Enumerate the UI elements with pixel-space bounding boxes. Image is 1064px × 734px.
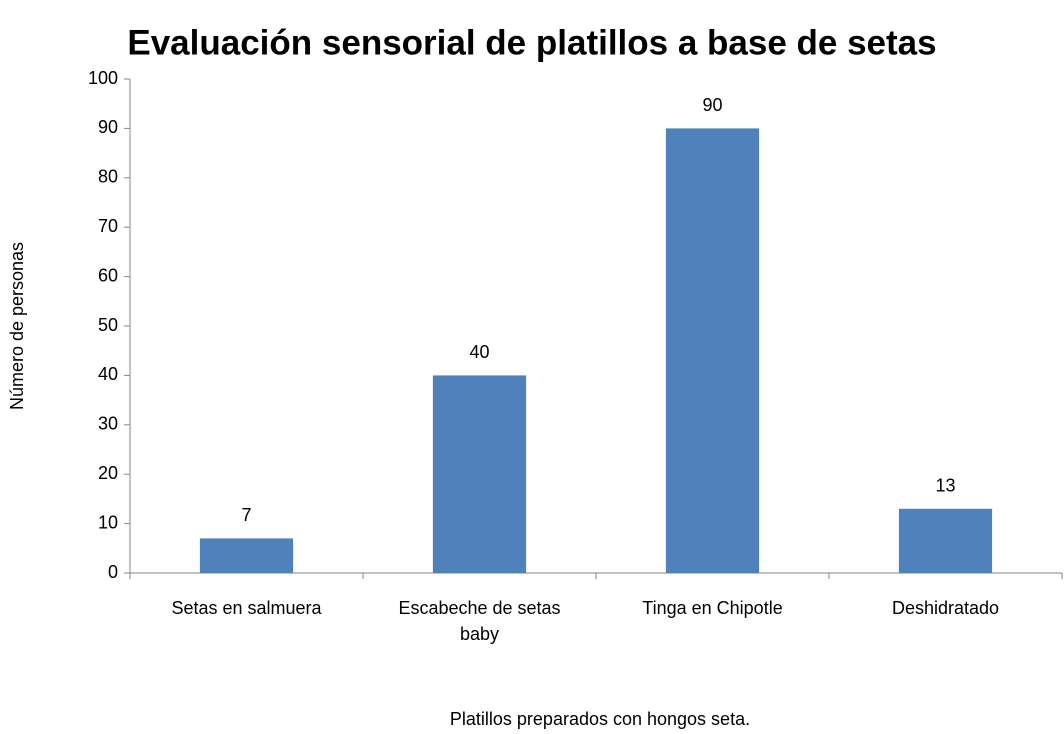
y-tick-label: 10 xyxy=(98,512,118,532)
y-tick-label: 50 xyxy=(98,315,118,335)
bar xyxy=(665,128,760,573)
y-tick-label: 80 xyxy=(98,167,118,187)
x-axis-label: Platillos preparados con hongos seta. xyxy=(450,709,750,729)
data-label: 13 xyxy=(935,476,955,496)
y-axis-label: Número de personas xyxy=(7,242,27,410)
y-tick-label: 70 xyxy=(98,216,118,236)
y-tick-label: 40 xyxy=(98,364,118,384)
data-label: 7 xyxy=(241,505,251,525)
y-tick-label: 90 xyxy=(98,117,118,137)
x-tick-label: Setas en salmuera xyxy=(171,598,322,618)
bar xyxy=(432,375,527,573)
y-tick-label: 100 xyxy=(88,68,118,88)
x-tick-label: Escabeche de setas baby xyxy=(398,598,561,644)
x-tick-label: Tinga en Chipotle xyxy=(642,598,783,618)
y-tick-label: 20 xyxy=(98,463,118,483)
chart-title: Evaluación sensorial de platillos a base… xyxy=(127,23,936,62)
data-label: 40 xyxy=(469,342,489,362)
y-tick-label: 30 xyxy=(98,414,118,434)
bar xyxy=(199,538,294,573)
data-label: 90 xyxy=(702,95,722,115)
bar xyxy=(898,508,993,573)
x-tick-label: Deshidratado xyxy=(891,598,1000,618)
y-tick-label: 60 xyxy=(98,265,118,285)
y-tick-label: 0 xyxy=(108,562,118,582)
